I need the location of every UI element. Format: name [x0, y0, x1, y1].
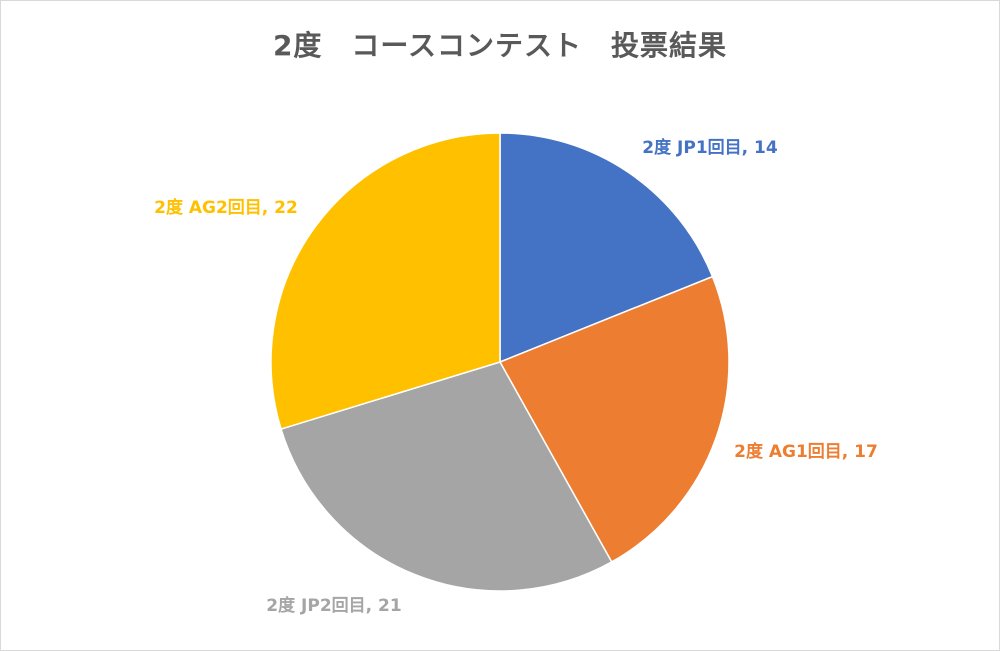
- pie-slice-4: [270, 132, 501, 430]
- data-label-2: 2度 AG1回目, 17: [734, 441, 878, 462]
- data-label-4: 2度 AG2回目, 22: [154, 197, 298, 218]
- data-label-1: 2度 JP1回目, 14: [642, 137, 778, 158]
- pie-slice-2: [498, 275, 730, 563]
- data-label-3: 2度 JP2回目, 21: [266, 595, 401, 616]
- pie-slice-3: [280, 361, 613, 592]
- pie-slice-1: [499, 132, 714, 364]
- chart-title: 2度 コースコンテスト 投票結果: [272, 29, 728, 62]
